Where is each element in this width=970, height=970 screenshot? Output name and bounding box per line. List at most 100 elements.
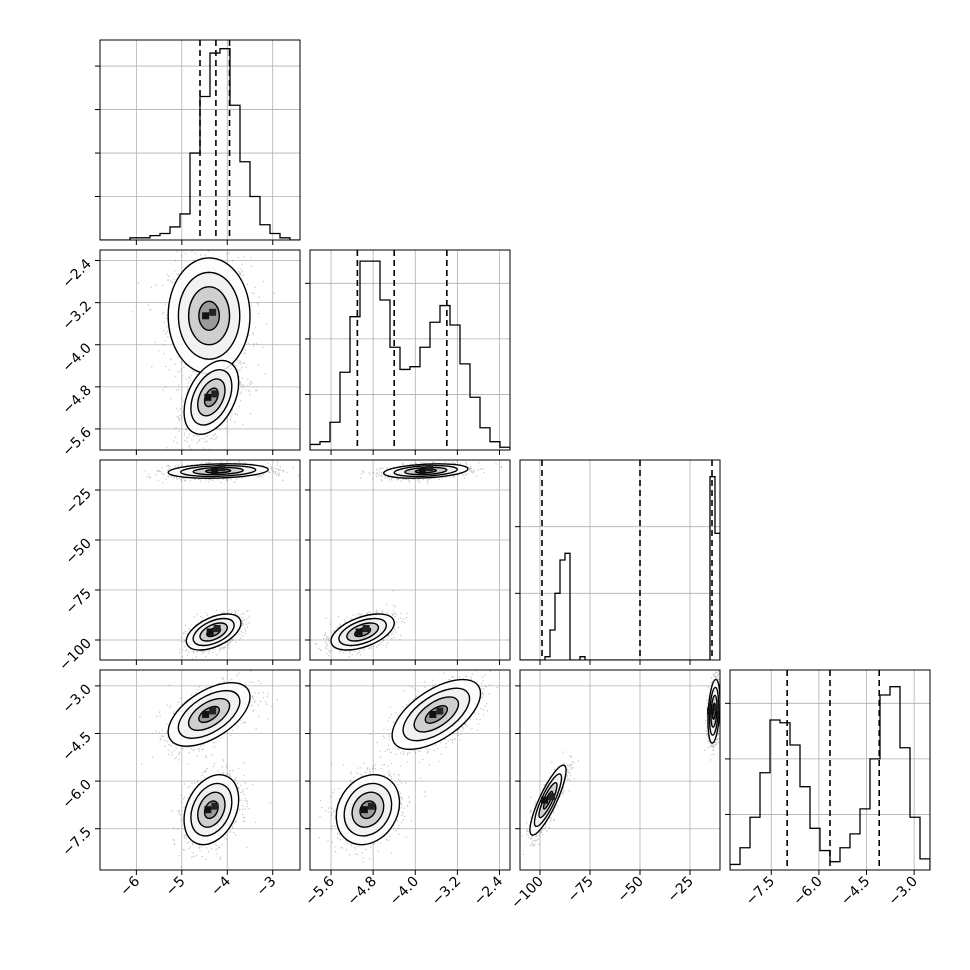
density-peak xyxy=(211,390,219,398)
hist-bin xyxy=(555,593,560,660)
hist-bin xyxy=(780,723,790,870)
hist-bin xyxy=(250,197,260,240)
hist-bin xyxy=(400,369,410,450)
histogram-panel-2 xyxy=(515,459,721,665)
hist-bin xyxy=(150,236,160,240)
hist-bin xyxy=(740,848,750,870)
tick-label-x-0-0: −6 xyxy=(117,873,143,899)
density-peak xyxy=(209,308,217,316)
axes-frame xyxy=(519,669,721,871)
tick-label-x-3-3: −3.0 xyxy=(886,874,921,909)
axes-frame xyxy=(99,249,301,451)
tick-label-y-2-1: −75 xyxy=(63,586,95,618)
tick-label-x-3-1: −6.0 xyxy=(790,874,825,909)
hist-bin xyxy=(800,787,810,870)
axes-frame xyxy=(99,39,301,241)
density-peak xyxy=(202,312,210,320)
density-peak xyxy=(211,802,219,810)
hist-bin xyxy=(460,364,470,450)
hist-bin xyxy=(420,347,430,450)
hist-bin xyxy=(160,233,170,240)
hist-bin xyxy=(270,233,280,240)
tick-label-y-2-3: −25 xyxy=(63,486,95,518)
hist-bin xyxy=(220,49,230,240)
hist-bin xyxy=(840,848,850,870)
density-peak xyxy=(707,707,714,715)
tick-label-x-2-3: −25 xyxy=(665,874,697,906)
hist-bin xyxy=(760,773,770,870)
hist-bin xyxy=(910,817,920,870)
histogram-step-line xyxy=(520,476,720,660)
sample-points xyxy=(139,670,278,868)
tick-label-x-3-2: −4.5 xyxy=(838,874,873,909)
panel-content xyxy=(132,250,275,450)
hist-bin xyxy=(470,397,480,450)
hist-bin xyxy=(490,442,500,450)
scatter-panel-3-1: −5.6 −4.8 −4.0 −3.2 −2.4 xyxy=(303,669,511,909)
histogram-step-line xyxy=(100,48,300,240)
hist-bin xyxy=(715,533,720,660)
panel-content xyxy=(144,460,300,660)
density-peak xyxy=(548,793,555,801)
density-peak xyxy=(429,710,437,718)
tick-label-y-3-3: −3.0 xyxy=(59,681,94,716)
hist-bin xyxy=(360,261,370,450)
hist-bin xyxy=(240,162,250,240)
histogram-panel-0 xyxy=(95,39,301,245)
density-peak xyxy=(367,802,375,810)
tick-label-x-1-1: −4.8 xyxy=(345,874,380,909)
tick-label-x-3-0: −7.5 xyxy=(743,874,778,909)
hist-bin xyxy=(450,325,460,450)
histogram-step-line xyxy=(310,260,510,450)
density-peak xyxy=(218,464,226,471)
hist-bin xyxy=(790,745,800,870)
axes-frame xyxy=(309,249,511,451)
axes-frame xyxy=(99,459,301,661)
hist-bin xyxy=(890,687,900,870)
hist-bin xyxy=(370,261,380,450)
density-peak xyxy=(204,806,212,814)
tick-label-y-3-0: −7.5 xyxy=(59,824,94,859)
tick-label-x-2-0: −100 xyxy=(508,874,547,913)
scatter-panel-3-2: −100 −75 −50 −25 xyxy=(508,669,721,913)
panel-content xyxy=(139,670,278,868)
tick-label-x-2-1: −75 xyxy=(565,874,597,906)
tick-label-y-2-2: −50 xyxy=(63,536,95,568)
density-peak xyxy=(204,393,212,401)
hist-bin xyxy=(170,227,180,240)
tick-label-y-1-2: −4.0 xyxy=(59,340,94,375)
hist-bin xyxy=(730,864,740,870)
axes-frame xyxy=(729,669,931,871)
tick-label-x-1-2: −4.0 xyxy=(387,874,422,909)
tick-label-x-1-0: −5.6 xyxy=(303,873,338,908)
density-peak xyxy=(213,625,221,632)
tick-label-y-3-2: −4.5 xyxy=(59,729,94,764)
tick-label-x-2-2: −50 xyxy=(615,874,647,906)
hist-bin xyxy=(565,553,570,660)
hist-bin xyxy=(380,300,390,450)
tick-label-y-1-1: −4.8 xyxy=(59,382,94,417)
scatter-panel-1-0: −5.6 −4.8 −4.0 −3.2 −2.4 xyxy=(59,249,301,460)
density-peak xyxy=(541,796,548,804)
hist-bin xyxy=(310,444,320,450)
tick-label-x-1-4: −2.4 xyxy=(471,873,506,908)
hist-bin xyxy=(260,225,270,240)
density-peak xyxy=(202,710,210,718)
hist-bin xyxy=(200,97,210,240)
density-peak xyxy=(355,628,363,636)
hist-bin xyxy=(820,851,830,870)
axes-frame xyxy=(309,459,511,661)
tick-label-x-1-3: −3.2 xyxy=(429,874,464,909)
hist-bin xyxy=(560,560,565,660)
panel-content xyxy=(318,670,498,863)
tick-label-y-3-1: −6.0 xyxy=(59,777,94,812)
hist-bin xyxy=(430,322,440,450)
density-peak xyxy=(362,625,370,632)
density-peak xyxy=(436,707,444,715)
hist-bin xyxy=(750,817,760,870)
tick-label-x-0-3: −3 xyxy=(254,874,280,900)
hist-bin xyxy=(440,306,450,450)
axes-frame xyxy=(99,669,301,871)
density-peak xyxy=(211,467,219,475)
hist-bin xyxy=(920,859,930,870)
